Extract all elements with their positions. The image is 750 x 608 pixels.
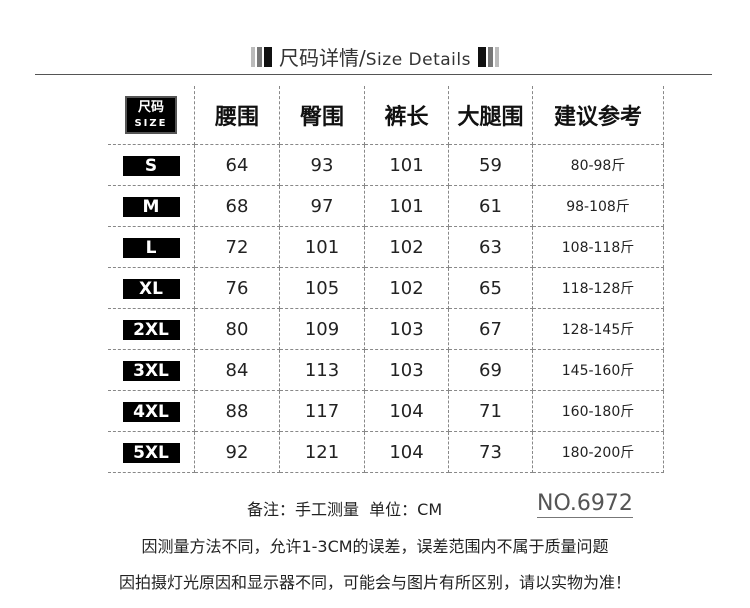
page-title: 尺码详情/Size Details xyxy=(0,42,750,72)
cell-thigh: 59 xyxy=(448,144,533,186)
size-cell: 4XL xyxy=(108,390,195,432)
cell-recommend: 108-118斤 xyxy=(532,226,664,268)
size-label: 3XL xyxy=(122,360,180,381)
cell-length: 101 xyxy=(364,144,449,186)
cell-length: 102 xyxy=(364,226,449,268)
size-cell: 2XL xyxy=(108,308,195,350)
table-row: 2XL 80 109 103 67 128-145斤 xyxy=(108,308,664,350)
title-cn: 尺码详情/ xyxy=(279,46,366,70)
cell-recommend: 128-145斤 xyxy=(532,308,664,350)
size-corner-badge: 尺码 SIZE xyxy=(125,96,177,134)
cell-waist: 88 xyxy=(194,390,280,432)
cell-waist: 80 xyxy=(194,308,280,350)
size-cell: XL xyxy=(108,267,195,309)
cell-thigh: 65 xyxy=(448,267,533,309)
cell-recommend: 145-160斤 xyxy=(532,349,664,391)
size-cell: S xyxy=(108,144,195,186)
header-length: 裤长 xyxy=(364,86,449,145)
cell-hip: 109 xyxy=(279,308,365,350)
cell-thigh: 61 xyxy=(448,185,533,227)
cell-recommend: 180-200斤 xyxy=(532,431,664,473)
size-cell: M xyxy=(108,185,195,227)
cell-hip: 93 xyxy=(279,144,365,186)
table-row: S 64 93 101 59 80-98斤 xyxy=(108,144,664,186)
corner-cn: 尺码 xyxy=(137,100,164,115)
size-table: 尺码 SIZE 腰围 臀围 裤长 大腿围 建议参考 S 64 93 101 59 80-98… xyxy=(108,86,664,473)
cell-recommend: 98-108斤 xyxy=(532,185,664,227)
cell-thigh: 67 xyxy=(448,308,533,350)
cell-recommend: 160-180斤 xyxy=(532,390,664,432)
cell-recommend: 80-98斤 xyxy=(532,144,664,186)
cell-thigh: 63 xyxy=(448,226,533,268)
cell-waist: 76 xyxy=(194,267,280,309)
cell-hip: 121 xyxy=(279,431,365,473)
cell-length: 103 xyxy=(364,349,449,391)
table-row: XL 76 105 102 65 118-128斤 xyxy=(108,267,664,309)
cell-length: 103 xyxy=(364,308,449,350)
decorative-bars-icon xyxy=(250,47,273,72)
cell-recommend: 118-128斤 xyxy=(532,267,664,309)
cell-length: 102 xyxy=(364,267,449,309)
table-row: M 68 97 101 61 98-108斤 xyxy=(108,185,664,227)
size-cell: L xyxy=(108,226,195,268)
cell-thigh: 71 xyxy=(448,390,533,432)
disclaimer-line-2: 因拍摄灯光原因和显示器不同，可能会与图片有所区别，请以实物为准！ xyxy=(118,573,631,592)
disclaimer-line-1: 因测量方法不同，允许1-3CM的误差，误差范围内不属于质量问题 xyxy=(141,537,609,556)
product-number: NO.6972 xyxy=(537,491,633,518)
title-en: Size Details xyxy=(365,50,471,70)
table-row: 3XL 84 113 103 69 145-160斤 xyxy=(108,349,664,391)
corner-en: SIZE xyxy=(134,118,168,129)
size-cell: 3XL xyxy=(108,349,195,391)
size-cell: 5XL xyxy=(108,431,195,473)
size-label: 2XL xyxy=(122,319,180,340)
cell-hip: 97 xyxy=(279,185,365,227)
size-label: 5XL xyxy=(122,442,180,463)
cell-hip: 117 xyxy=(279,390,365,432)
cell-thigh: 69 xyxy=(448,349,533,391)
cell-hip: 105 xyxy=(279,267,365,309)
cell-hip: 101 xyxy=(279,226,365,268)
title-divider xyxy=(35,74,712,75)
measurement-note: 备注：手工测量 单位：CM xyxy=(247,500,443,519)
cell-thigh: 73 xyxy=(448,431,533,473)
cell-waist: 72 xyxy=(194,226,280,268)
decorative-bars-icon xyxy=(477,47,500,72)
header-hip: 臀围 xyxy=(279,86,365,145)
cell-waist: 84 xyxy=(194,349,280,391)
cell-waist: 92 xyxy=(194,431,280,473)
table-row: L 72 101 102 63 108-118斤 xyxy=(108,226,664,268)
cell-waist: 68 xyxy=(194,185,280,227)
cell-waist: 64 xyxy=(194,144,280,186)
table-row: 4XL 88 117 104 71 160-180斤 xyxy=(108,390,664,432)
header-waist: 腰围 xyxy=(194,86,280,145)
cell-length: 101 xyxy=(364,185,449,227)
size-label: 4XL xyxy=(122,401,180,422)
corner-cell: 尺码 SIZE xyxy=(108,86,195,145)
table-row: 5XL 92 121 104 73 180-200斤 xyxy=(108,431,664,473)
size-label: M xyxy=(122,196,180,217)
table-header-row: 尺码 SIZE 腰围 臀围 裤长 大腿围 建议参考 xyxy=(108,86,664,145)
header-thigh: 大腿围 xyxy=(448,86,533,145)
size-label: XL xyxy=(122,278,180,299)
cell-length: 104 xyxy=(364,390,449,432)
cell-hip: 113 xyxy=(279,349,365,391)
size-label: L xyxy=(122,237,180,258)
header-recommend: 建议参考 xyxy=(532,86,664,145)
cell-length: 104 xyxy=(364,431,449,473)
size-label: S xyxy=(122,155,180,176)
